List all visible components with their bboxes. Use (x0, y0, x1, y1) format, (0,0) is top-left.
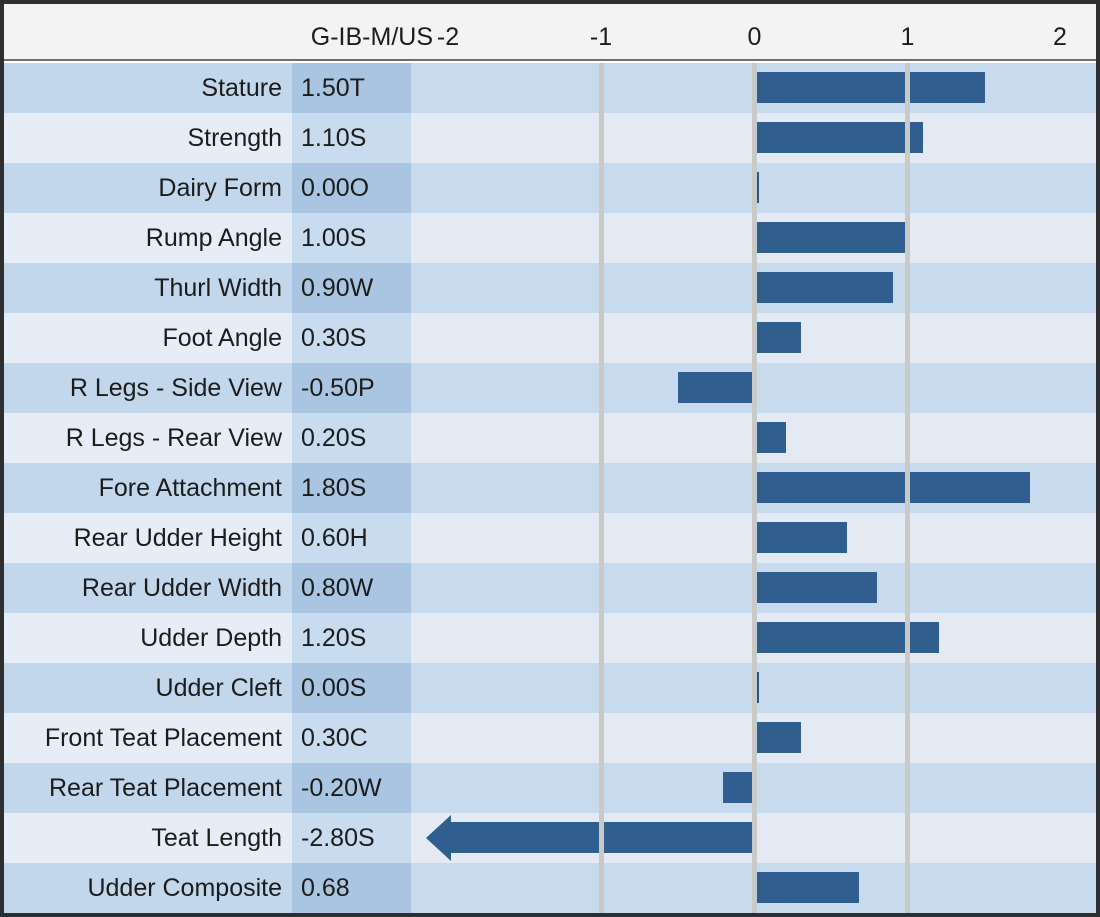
axis-tick-label: -2 (436, 23, 460, 51)
trait-label: Strength (4, 113, 292, 163)
trait-bar (757, 222, 908, 253)
trait-label: Thurl Width (4, 263, 292, 313)
trait-label: Rear Teat Placement (4, 763, 292, 813)
trait-bar (723, 772, 752, 803)
trait-value: -0.20W (292, 763, 411, 813)
trait-bar (677, 372, 752, 403)
trait-row: Stature 1.50T (4, 63, 1096, 113)
trait-label: Rump Angle (4, 213, 292, 263)
axis-tick-label: 2 (1053, 23, 1067, 51)
trait-value: 0.30S (292, 313, 411, 363)
trait-row: Rear Teat Placement -0.20W (4, 763, 1096, 813)
trait-label: Front Teat Placement (4, 713, 292, 763)
axis-gridline (752, 63, 757, 913)
trait-row: Udder Cleft 0.00S (4, 663, 1096, 713)
trait-row: Dairy Form 0.00O (4, 163, 1096, 213)
trait-value: 1.80S (292, 463, 411, 513)
trait-label: Udder Composite (4, 863, 292, 913)
axis-tick-label: 1 (900, 23, 915, 51)
trait-bar (757, 272, 893, 303)
trait-row: Rear Udder Width 0.80W (4, 563, 1096, 613)
trait-bar (757, 122, 924, 153)
trait-value: 0.20S (292, 413, 411, 463)
trait-row: Teat Length -2.80S (4, 813, 1096, 863)
trait-row: Udder Depth 1.20S (4, 613, 1096, 663)
trait-value: 0.80W (292, 563, 411, 613)
trait-label: Rear Udder Width (4, 563, 292, 613)
trait-row: Rear Udder Height 0.60H (4, 513, 1096, 563)
axis-gridline (905, 63, 910, 913)
trait-bar (757, 322, 801, 353)
trait-row: R Legs - Side View -0.50P (4, 363, 1096, 413)
axis-gridline (598, 63, 604, 913)
trait-row: Strength 1.10S (4, 113, 1096, 163)
trait-row: Udder Composite 0.68 (4, 863, 1096, 913)
trait-row: Front Teat Placement 0.30C (4, 713, 1096, 763)
trait-value: 1.10S (292, 113, 411, 163)
trait-label: Stature (4, 63, 292, 113)
chart-header: G-IB-M/US -2 -1 0 1 2 (4, 4, 1096, 61)
scale-label: G-IB-M/US (310, 23, 433, 51)
trait-label: Fore Attachment (4, 463, 292, 513)
axis-tick-label: -1 (589, 23, 613, 51)
trait-label: R Legs - Side View (4, 363, 292, 413)
trait-value: 0.00O (292, 163, 411, 213)
trait-bar-zero (755, 172, 759, 203)
trait-value: 1.00S (292, 213, 411, 263)
trait-bar (757, 872, 860, 903)
trait-value: 0.30C (292, 713, 411, 763)
trait-value: 0.68 (292, 863, 411, 913)
trait-label: Udder Depth (4, 613, 292, 663)
trait-value: 0.00S (292, 663, 411, 713)
trait-row: Thurl Width 0.90W (4, 263, 1096, 313)
trait-value: 1.50T (292, 63, 411, 113)
axis-tick-label: 0 (747, 23, 762, 51)
trait-label: Dairy Form (4, 163, 292, 213)
trait-row: Foot Angle 0.30S (4, 313, 1096, 363)
trait-bar (757, 622, 939, 653)
trait-bar (757, 422, 786, 453)
trait-bar (757, 472, 1031, 503)
chart-body: Stature 1.50T Strength 1.10S Dairy Form 0.00O… (4, 63, 1096, 913)
trait-bar-zero (755, 672, 759, 703)
trait-label: Rear Udder Height (4, 513, 292, 563)
trait-label: Teat Length (4, 813, 292, 863)
trait-row: R Legs - Rear View 0.20S (4, 413, 1096, 463)
trait-row: Rump Angle 1.00S (4, 213, 1096, 263)
trait-value: -2.80S (292, 813, 411, 863)
offscale-left-arrow-icon (426, 815, 451, 861)
trait-bar (757, 522, 847, 553)
trait-value: -0.50P (292, 363, 411, 413)
trait-bar (757, 572, 878, 603)
trait-row: Fore Attachment 1.80S (4, 463, 1096, 513)
trait-bar (757, 72, 985, 103)
trait-label: R Legs - Rear View (4, 413, 292, 463)
trait-value: 0.60H (292, 513, 411, 563)
trait-value: 0.90W (292, 263, 411, 313)
trait-value: 1.20S (292, 613, 411, 663)
trait-label: Udder Cleft (4, 663, 292, 713)
trait-label: Foot Angle (4, 313, 292, 363)
trait-bar (757, 722, 801, 753)
